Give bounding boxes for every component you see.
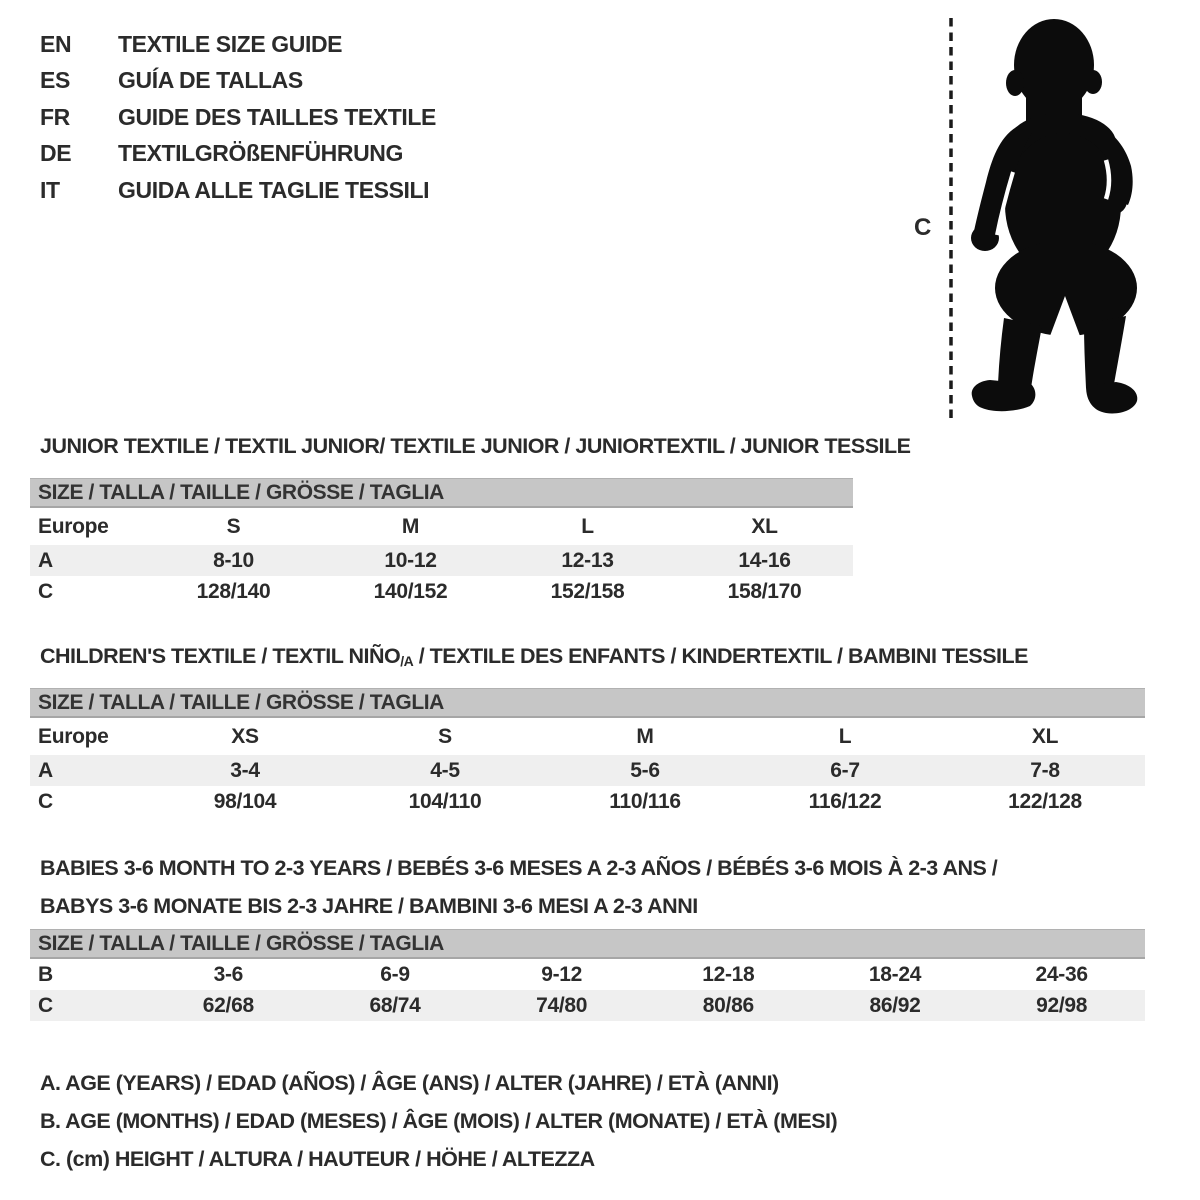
babies-section-heading: BABIES 3-6 MONTH TO 2-3 YEARS / BEBÉS 3-… xyxy=(40,849,998,925)
heading-line-1: BABIES 3-6 MONTH TO 2-3 YEARS / BEBÉS 3-… xyxy=(40,856,998,880)
row-label: Europe xyxy=(38,514,109,538)
table-row: B 3-6 6-9 9-12 12-18 18-24 24-36 xyxy=(30,959,1145,990)
value-cell: 122/128 xyxy=(1008,789,1082,813)
value-cell: 8-10 xyxy=(213,548,254,572)
size-header-cell: S xyxy=(226,514,241,538)
size-header-cell: S xyxy=(438,724,452,748)
size-header-cell: M xyxy=(636,724,654,748)
lang-row-fr: FR GUIDE DES TAILLES TEXTILE xyxy=(40,99,436,136)
row-label: B xyxy=(38,962,53,986)
value-cell: 12-18 xyxy=(702,962,755,986)
heading-text: / TEXTILE DES ENFANTS / KINDERTEXTIL / B… xyxy=(413,644,1029,668)
lang-title: TEXTILGRÖßENFÜHRUNG xyxy=(118,140,403,167)
value-cell: 9-12 xyxy=(541,962,583,986)
size-header-cell: XL xyxy=(1031,724,1059,748)
lang-code: ES xyxy=(40,67,70,94)
value-cell: 4-5 xyxy=(430,758,460,782)
size-header-cell: M xyxy=(401,514,420,538)
value-cell: 3-6 xyxy=(213,962,244,986)
table-header-row: Europe S M L XL xyxy=(30,508,853,545)
lang-title: GUIDE DES TAILLES TEXTILE xyxy=(118,103,436,130)
lang-code: FR xyxy=(40,103,70,130)
value-cell: 18-24 xyxy=(868,962,922,986)
value-cell: 86/92 xyxy=(869,993,921,1017)
size-header-cell: XS xyxy=(231,724,259,748)
table-row: A 8-10 10-12 12-13 14-16 xyxy=(30,545,853,576)
children-section-heading: CHILDREN'S TEXTILE / TEXTIL NIÑO/A / TEX… xyxy=(40,644,1028,669)
value-cell: 3-4 xyxy=(230,758,260,782)
value-cell: 24-36 xyxy=(1035,962,1089,986)
lang-row-en: EN TEXTILE SIZE GUIDE xyxy=(40,26,436,63)
heading-line-2: BABYS 3-6 MONATE BIS 2-3 JAHRE / BAMBINI… xyxy=(40,894,698,918)
toddler-silhouette-icon xyxy=(949,18,1138,420)
lang-row-es: ES GUÍA DE TALLAS xyxy=(40,63,436,100)
value-cell: 92/98 xyxy=(1036,993,1088,1017)
lang-title: GUIDA ALLE TAGLIE TESSILI xyxy=(118,176,430,203)
lang-code: DE xyxy=(40,140,72,167)
babies-size-table: SIZE / TALLA / TAILLE / GRÖSSE / TAGLIA … xyxy=(30,929,1145,1021)
lang-row-it: IT GUIDA ALLE TAGLIE TESSILI xyxy=(40,172,436,209)
size-header-cell: XL xyxy=(751,514,778,538)
row-label: A xyxy=(38,548,53,572)
row-label: Europe xyxy=(38,724,109,748)
value-cell: 80/86 xyxy=(702,993,754,1017)
size-header-cell: L xyxy=(581,514,594,538)
junior-section-heading: JUNIOR TEXTILE / TEXTIL JUNIOR/ TEXTILE … xyxy=(40,434,911,458)
value-cell: 116/122 xyxy=(808,789,882,813)
value-cell: 110/116 xyxy=(609,789,681,813)
row-label: C xyxy=(38,579,53,603)
value-cell: 104/110 xyxy=(408,789,482,813)
lang-code: IT xyxy=(40,176,60,203)
table-row: C 128/140 140/152 152/158 158/170 xyxy=(30,576,853,607)
value-cell: 12-13 xyxy=(561,548,614,572)
size-bar: SIZE / TALLA / TAILLE / GRÖSSE / TAGLIA xyxy=(30,478,853,508)
value-cell: 128/140 xyxy=(196,579,271,603)
language-title-list: EN TEXTILE SIZE GUIDE ES GUÍA DE TALLAS … xyxy=(40,26,436,209)
height-measure-label: C xyxy=(914,214,932,241)
table-row: C 62/68 68/74 74/80 80/86 86/92 92/98 xyxy=(30,990,1145,1021)
size-bar: SIZE / TALLA / TAILLE / GRÖSSE / TAGLIA xyxy=(30,929,1145,959)
value-cell: 98/104 xyxy=(213,789,277,813)
lang-code: EN xyxy=(40,30,72,57)
value-cell: 152/158 xyxy=(550,579,625,603)
heading-subscript: /A xyxy=(400,653,414,669)
junior-size-table: SIZE / TALLA / TAILLE / GRÖSSE / TAGLIA … xyxy=(30,478,853,607)
measurement-legend: A. AGE (YEARS) / EDAD (AÑOS) / ÂGE (ANS)… xyxy=(40,1064,838,1178)
value-cell: 7-8 xyxy=(1030,758,1060,782)
value-cell: 6-9 xyxy=(380,962,410,986)
lang-title: TEXTILE SIZE GUIDE xyxy=(118,30,343,57)
value-cell: 5-6 xyxy=(630,758,660,782)
value-cell: 10-12 xyxy=(384,548,437,572)
table-row: A 3-4 4-5 5-6 6-7 7-8 xyxy=(30,755,1145,786)
children-size-table: SIZE / TALLA / TAILLE / GRÖSSE / TAGLIA … xyxy=(30,688,1145,817)
value-cell: 158/170 xyxy=(727,579,802,603)
lang-title: GUÍA DE TALLAS xyxy=(118,67,303,94)
legend-line-c: C. (cm) HEIGHT / ALTURA / HAUTEUR / HÖHE… xyxy=(40,1147,595,1171)
table-row: C 98/104 104/110 110/116 116/122 122/128 xyxy=(30,786,1145,817)
table-header-row: Europe XS S M L XL xyxy=(30,718,1145,755)
size-header-cell: L xyxy=(838,724,852,748)
legend-line-a: A. AGE (YEARS) / EDAD (AÑOS) / ÂGE (ANS)… xyxy=(40,1071,779,1095)
value-cell: 140/152 xyxy=(373,579,448,603)
row-label: C xyxy=(38,993,53,1017)
value-cell: 14-16 xyxy=(738,548,791,572)
lang-row-de: DE TEXTILGRÖßENFÜHRUNG xyxy=(40,136,436,173)
value-cell: 6-7 xyxy=(830,758,860,782)
heading-text: CHILDREN'S TEXTILE / TEXTIL NIÑO xyxy=(40,644,401,668)
legend-line-b: B. AGE (MONTHS) / EDAD (MESES) / ÂGE (MO… xyxy=(40,1109,838,1133)
row-label: A xyxy=(38,758,53,782)
value-cell: 62/68 xyxy=(202,993,254,1017)
value-cell: 68/74 xyxy=(369,993,421,1017)
size-bar: SIZE / TALLA / TAILLE / GRÖSSE / TAGLIA xyxy=(30,688,1145,718)
value-cell: 74/80 xyxy=(536,993,588,1017)
row-label: C xyxy=(38,789,53,813)
